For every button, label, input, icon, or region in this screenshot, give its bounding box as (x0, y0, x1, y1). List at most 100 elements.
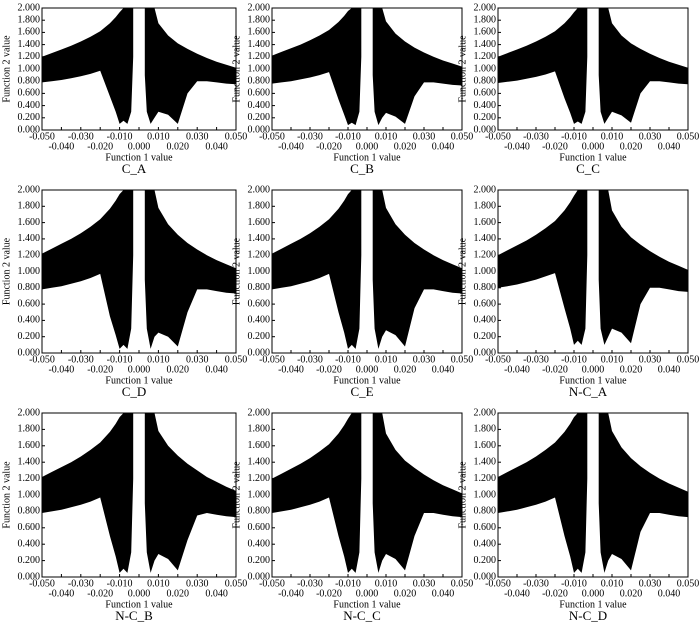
x-tick-label: 0.000 (128, 141, 151, 152)
x-tick-label: -0.010 (561, 578, 587, 589)
x-tick-label: 0.000 (128, 588, 151, 599)
panel: 0.000 0.200 0.400 0.600 0.800 1.000 1.200 1.400… (1, 184, 247, 399)
y-tick-label: 0.000 (248, 124, 271, 135)
point-cloud (272, 413, 362, 573)
y-axis-label: Function 2 value (231, 35, 242, 103)
x-tick-label: 0.050 (225, 578, 248, 589)
x-tick-label: 0.040 (658, 141, 681, 152)
x-tick-label: -0.030 (297, 354, 323, 365)
x-tick-label: -0.010 (561, 131, 587, 142)
x-tick-label: -0.030 (523, 354, 549, 365)
x-tick-label: 0.030 (186, 131, 209, 142)
point-cloud (42, 190, 134, 349)
y-tick-label: 1.000 (474, 266, 497, 277)
point-cloud (598, 8, 688, 124)
y-tick-label: 1.400 (248, 39, 271, 50)
x-tick-label: -0.050 (485, 578, 511, 589)
x-tick-label: -0.020 (316, 141, 342, 152)
y-tick-label: 1.800 (474, 424, 497, 435)
y-tick-label: 1.000 (248, 63, 271, 74)
x-tick-label: -0.020 (542, 588, 568, 599)
y-tick-label: 0.400 (248, 315, 271, 326)
y-tick-label: 0.200 (474, 112, 497, 123)
panel-caption: C_D (122, 384, 147, 399)
x-tick-label: 0.020 (394, 364, 417, 375)
y-axis-label: Function 2 value (231, 461, 242, 529)
y-tick-label: 1.200 (474, 473, 497, 484)
panel: 0.000 0.200 0.400 0.600 0.800 1.000 1.200 1.400… (457, 184, 699, 399)
x-tick-label: -0.050 (29, 354, 55, 365)
y-tick-label: 1.000 (18, 63, 41, 74)
y-tick-label: 0.200 (18, 555, 41, 566)
x-tick-label: -0.020 (87, 588, 113, 599)
x-tick-label: -0.040 (504, 141, 530, 152)
x-tick-label: -0.030 (523, 131, 549, 142)
y-tick-label: 0.600 (248, 522, 271, 533)
x-axis-label: Function 1 value (559, 152, 627, 163)
y-tick-label: 0.200 (474, 331, 497, 342)
y-tick-label: 0.200 (248, 555, 271, 566)
y-tick-label: 2.000 (18, 184, 41, 195)
y-tick-label: 0.600 (18, 88, 41, 99)
y-tick-label: 2.000 (248, 2, 271, 13)
y-tick-label: 1.200 (248, 51, 271, 62)
y-tick-label: 1.600 (18, 27, 41, 38)
y-tick-label: 2.000 (474, 407, 497, 418)
x-tick-label: -0.030 (68, 578, 94, 589)
y-tick-label: 1.800 (474, 14, 497, 25)
y-tick-label: 0.000 (248, 571, 271, 582)
x-tick-label: 0.050 (225, 354, 248, 365)
y-tick-label: 1.600 (248, 440, 271, 451)
y-tick-label: 1.400 (248, 456, 271, 467)
point-cloud (498, 190, 588, 345)
y-tick-label: 0.400 (18, 100, 41, 111)
x-tick-label: 0.000 (356, 141, 379, 152)
y-tick-label: 1.200 (474, 249, 497, 260)
x-tick-label: 0.020 (394, 141, 417, 152)
x-tick-label: -0.020 (87, 141, 113, 152)
y-axis-label: Function 2 value (457, 237, 468, 305)
x-tick-label: 0.050 (225, 131, 248, 142)
y-tick-label: 1.600 (248, 217, 271, 228)
y-tick-label: 1.400 (248, 233, 271, 244)
x-tick-label: 0.020 (167, 364, 190, 375)
x-tick-label: 0.050 (677, 354, 700, 365)
x-tick-label: -0.020 (316, 588, 342, 599)
x-tick-label: 0.040 (658, 588, 681, 599)
y-tick-label: 1.600 (18, 217, 41, 228)
panel-caption: C_B (350, 161, 374, 176)
x-axis-label: Function 1 value (333, 152, 401, 163)
point-cloud (598, 413, 688, 573)
y-tick-label: 0.800 (248, 75, 271, 86)
y-axis-label: Function 2 value (1, 35, 12, 103)
x-tick-label: 0.050 (451, 578, 474, 589)
y-tick-label: 0.600 (248, 298, 271, 309)
panel-caption: C_E (350, 384, 373, 399)
x-tick-label: 0.020 (620, 364, 643, 375)
y-tick-label: 1.800 (18, 201, 41, 212)
y-tick-label: 0.600 (474, 88, 497, 99)
y-tick-label: 1.400 (474, 233, 497, 244)
x-tick-label: 0.000 (582, 364, 605, 375)
x-axis-label: Function 1 value (105, 375, 173, 386)
y-tick-label: 1.200 (248, 249, 271, 260)
point-cloud (144, 190, 236, 349)
y-tick-label: 1.800 (18, 424, 41, 435)
x-axis-label: Function 1 value (559, 375, 627, 386)
x-tick-label: 0.010 (147, 578, 170, 589)
y-tick-label: 0.400 (474, 538, 497, 549)
x-tick-label: 0.000 (582, 588, 605, 599)
y-tick-label: 0.000 (474, 347, 497, 358)
panel-caption: C_C (576, 161, 600, 176)
x-tick-label: -0.010 (561, 354, 587, 365)
y-tick-label: 0.400 (18, 315, 41, 326)
x-tick-label: 0.030 (413, 131, 436, 142)
y-tick-label: 0.000 (18, 347, 41, 358)
x-tick-label: -0.050 (259, 131, 285, 142)
point-cloud (272, 190, 362, 349)
x-axis-label: Function 1 value (333, 599, 401, 610)
x-tick-label: -0.040 (48, 364, 74, 375)
x-tick-label: 0.010 (601, 578, 624, 589)
x-tick-label: 0.010 (375, 354, 398, 365)
